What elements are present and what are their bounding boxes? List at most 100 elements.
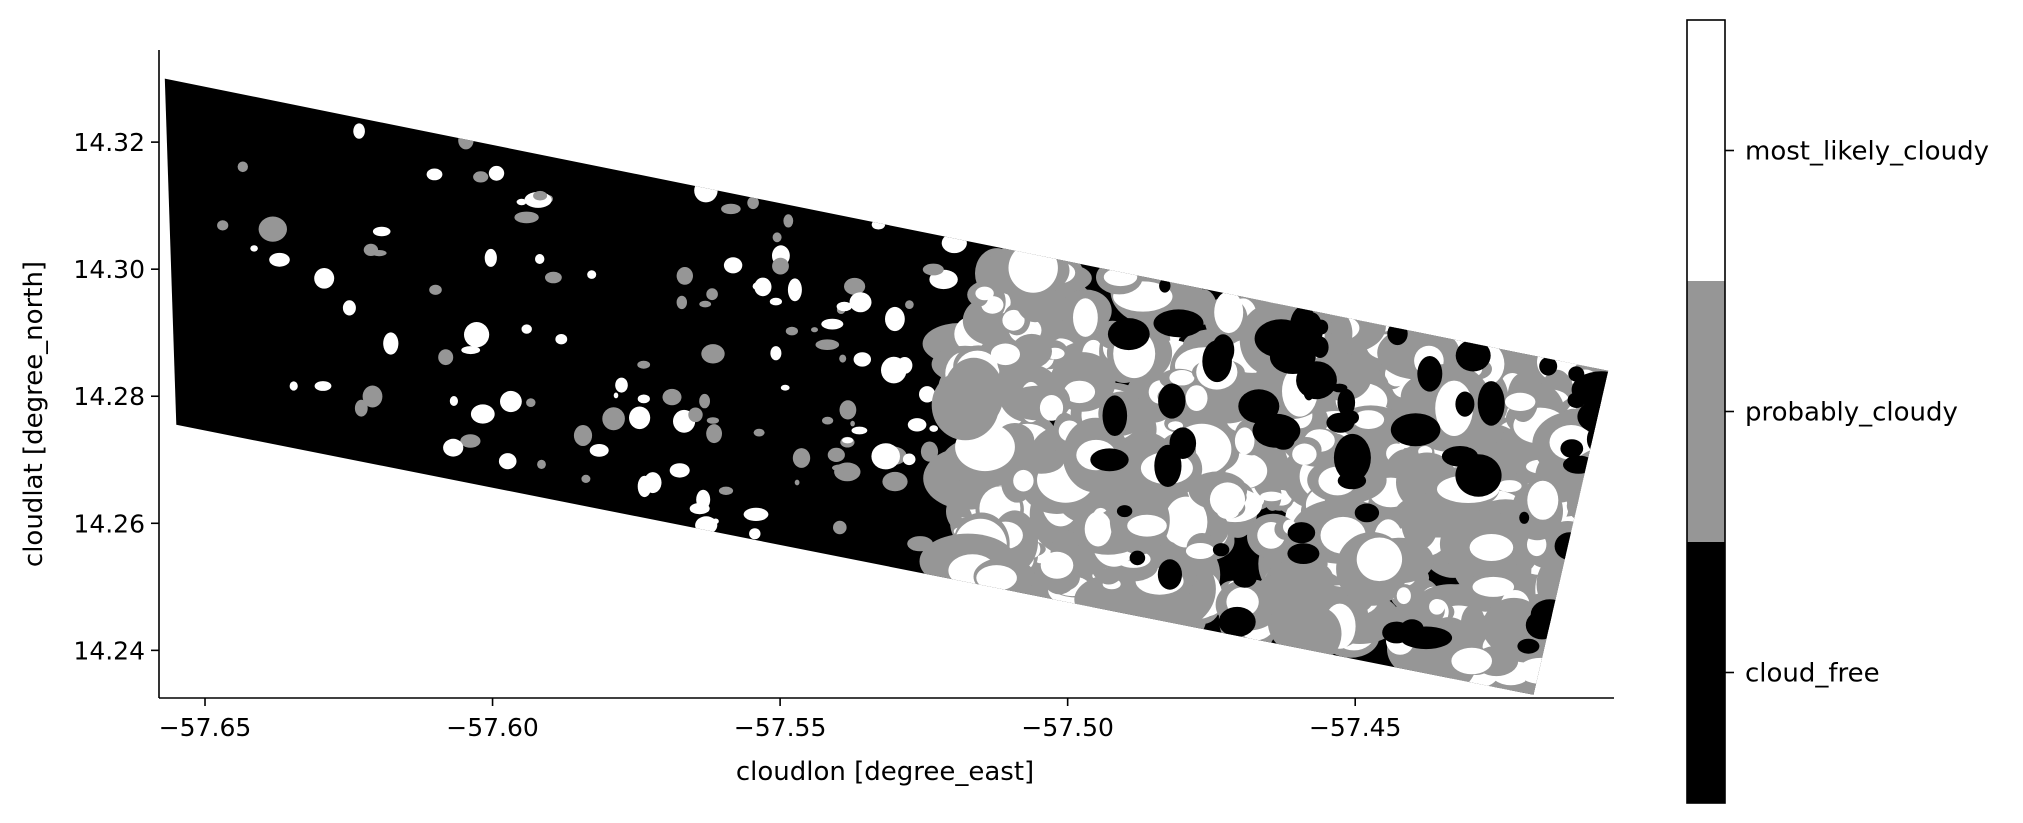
cloud-small xyxy=(871,219,886,230)
clear-gap xyxy=(1563,627,1599,645)
x-tick-label: −57.45 xyxy=(1309,713,1402,742)
x-axis-title: cloudlon [degree_east] xyxy=(736,757,1034,787)
y-tick-label: 14.32 xyxy=(73,128,145,157)
cloud-small xyxy=(821,318,844,330)
cloud-small xyxy=(535,254,545,264)
cloud-small xyxy=(250,245,258,252)
y-axis-ticks: 14.24 14.26 14.28 14.30 14.32 xyxy=(73,128,159,665)
cloud-small xyxy=(882,471,908,492)
cloud-small xyxy=(587,270,597,279)
clear-gap xyxy=(1576,675,1609,695)
cloud-small xyxy=(699,393,710,409)
cloud-small xyxy=(383,332,399,355)
cloud-field xyxy=(217,123,1609,695)
cloud-small xyxy=(644,472,662,494)
cloud-small xyxy=(473,171,489,183)
plot-area xyxy=(164,78,1609,695)
cloud-probably xyxy=(1018,447,1065,474)
cloud-probably xyxy=(1576,547,1609,570)
cloud-small xyxy=(555,334,568,345)
cloud-small xyxy=(718,486,734,495)
cloud-small xyxy=(721,203,741,215)
cloud-likely xyxy=(1472,576,1515,597)
cloud-small xyxy=(723,257,743,274)
cloud-small xyxy=(362,385,383,408)
cloud-small xyxy=(842,437,854,444)
cloud-probably xyxy=(1579,572,1609,591)
cloud-small xyxy=(754,277,772,297)
clear-gap xyxy=(1400,626,1453,650)
clear-gap xyxy=(1158,383,1186,419)
cloud-small xyxy=(815,339,840,351)
cloud-likely xyxy=(1084,511,1112,547)
cloud-likely xyxy=(1063,380,1096,404)
cloud-small xyxy=(458,131,474,150)
cloud-probably xyxy=(1565,524,1609,565)
cloud-likely xyxy=(1073,298,1098,337)
cloud-small xyxy=(919,386,936,403)
clear-gap xyxy=(1287,522,1316,544)
cloud-probably xyxy=(1257,574,1305,606)
cloud-small xyxy=(354,399,368,417)
cloud-likely xyxy=(1039,395,1064,421)
cloud-likely xyxy=(1292,443,1317,465)
clear-gap xyxy=(1455,454,1502,497)
cloud-small xyxy=(589,444,609,457)
cloud-likely xyxy=(1451,647,1492,675)
cloud-small xyxy=(545,271,562,284)
cloud-small xyxy=(851,426,868,435)
clear-gap xyxy=(1159,279,1171,293)
clear-gap xyxy=(1563,455,1595,474)
cloud-small xyxy=(783,214,794,228)
y-tick-label: 14.28 xyxy=(73,382,145,411)
y-tick-label: 14.26 xyxy=(73,509,145,538)
cloud-small xyxy=(699,300,712,308)
cloud-small xyxy=(822,416,834,425)
cloud-likely xyxy=(1040,551,1074,579)
cloud-likely xyxy=(1568,676,1586,688)
clear-gap xyxy=(1539,357,1558,376)
cloud-small xyxy=(237,161,248,173)
cloud-small xyxy=(438,349,454,366)
cloud-probably xyxy=(1548,653,1609,695)
cloud-small xyxy=(753,428,765,437)
cloud-small xyxy=(747,196,759,210)
cloud-likely xyxy=(1103,268,1138,287)
cloud-probably xyxy=(1545,620,1577,637)
clear-gap xyxy=(1326,412,1355,433)
cloud-small xyxy=(613,392,619,399)
cloud-likely xyxy=(1429,599,1445,615)
cloud-likely xyxy=(1576,647,1609,678)
cloud-likely xyxy=(1542,627,1585,654)
cloud-likely xyxy=(1582,556,1609,607)
cloud-small xyxy=(461,346,481,355)
clear-gap xyxy=(1232,568,1257,588)
cloud-small xyxy=(498,453,517,470)
clear-gap xyxy=(1530,599,1569,630)
cloud-small xyxy=(780,384,790,391)
cloud-small xyxy=(217,220,229,231)
cloud-likely xyxy=(1214,291,1244,334)
cloud-small xyxy=(849,292,872,313)
cloud-likely xyxy=(975,286,994,301)
cloud-small xyxy=(792,448,811,468)
clear-gap xyxy=(1455,339,1491,372)
clear-gap xyxy=(1571,371,1609,409)
clear-gap xyxy=(1287,543,1320,564)
cloud-likely xyxy=(1505,392,1536,411)
cloud-probably xyxy=(1548,622,1607,671)
satellite-swath xyxy=(164,78,1609,695)
cloud-small xyxy=(676,295,687,310)
cloud-likely xyxy=(1209,482,1246,517)
cloud-likely xyxy=(1169,370,1195,386)
cloud-likely xyxy=(1352,410,1385,429)
clear-gap xyxy=(1116,505,1133,518)
cloud-small xyxy=(749,528,761,540)
cloud-small xyxy=(832,464,848,472)
cloud-likely xyxy=(1560,596,1596,631)
cloud-small xyxy=(902,453,916,466)
y-axis-title: cloudlat [degree_north] xyxy=(19,261,49,567)
clear-gap xyxy=(1102,395,1128,437)
cloud-small xyxy=(342,300,356,316)
cloud-probably xyxy=(1295,606,1342,661)
